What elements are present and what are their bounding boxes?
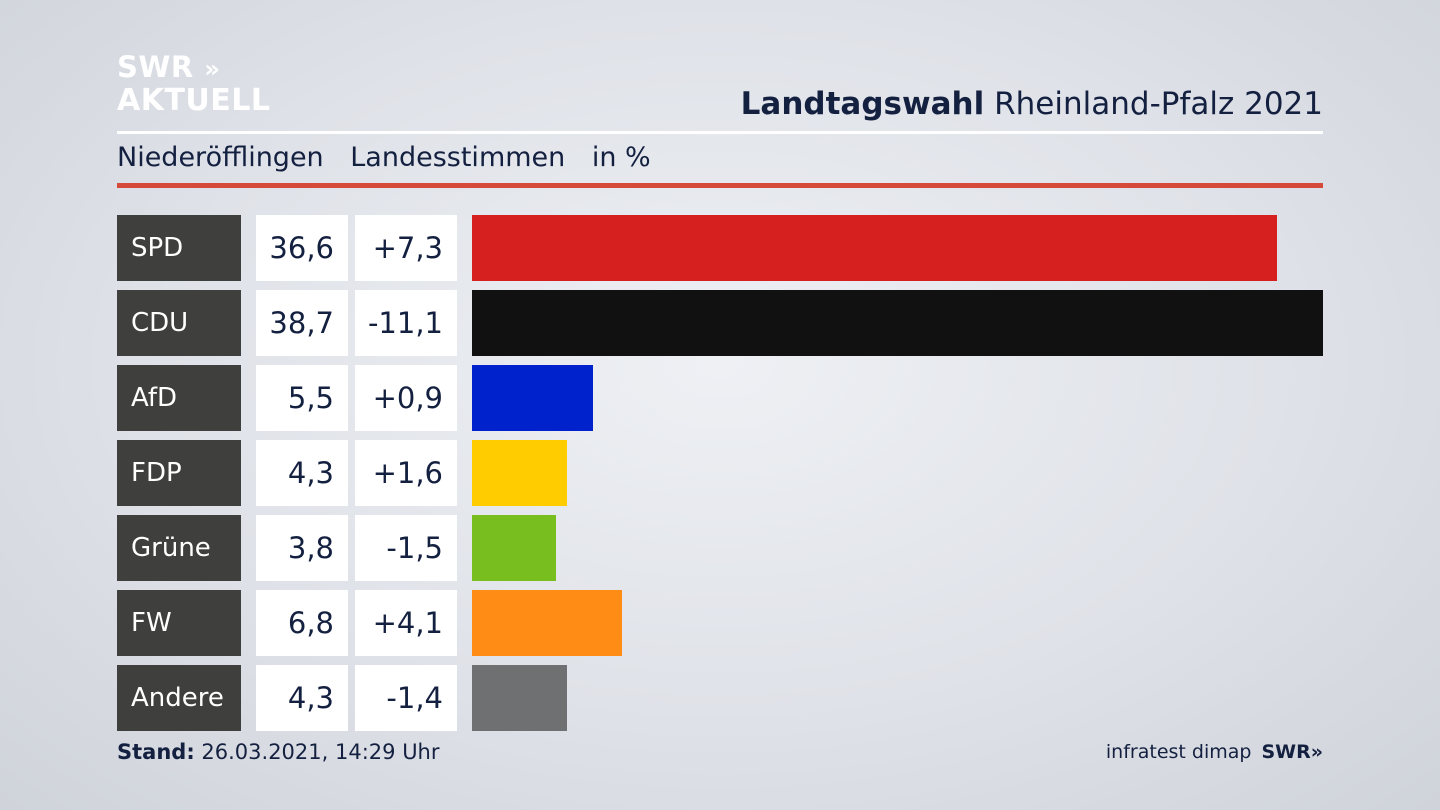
change-label: +4,1 <box>355 590 457 656</box>
party-row: FW 6,8 +4,1 <box>117 590 1323 656</box>
vote-share-label: 6,8 <box>256 590 348 656</box>
party-label: CDU <box>117 290 241 356</box>
party-row: FDP 4,3 +1,6 <box>117 440 1323 506</box>
bar-grüne <box>472 515 556 581</box>
bar-fw <box>472 590 622 656</box>
subtitle-place: Niederöfflingen <box>117 142 324 173</box>
swr-aktuell-logo: SWR » AKTUELL <box>117 50 271 118</box>
party-row: AfD 5,5 +0,9 <box>117 365 1323 431</box>
party-label: Andere <box>117 665 241 731</box>
change-label: +7,3 <box>355 215 457 281</box>
party-row: SPD 36,6 +7,3 <box>117 215 1323 281</box>
logo-chevrons: » <box>204 55 219 83</box>
vote-share-label: 5,5 <box>256 365 348 431</box>
stand-value: 26.03.2021, 14:29 Uhr <box>201 740 440 764</box>
party-label: Grüne <box>117 515 241 581</box>
vote-share-label: 3,8 <box>256 515 348 581</box>
logo-aktuell-text: AKTUELL <box>117 83 271 118</box>
bar-cdu <box>472 290 1323 356</box>
bar-fdp <box>472 440 567 506</box>
source-text: infratest dimap <box>1105 741 1252 763</box>
party-row: CDU 38,7 -11,1 <box>117 290 1323 356</box>
change-label: -11,1 <box>355 290 457 356</box>
bar-afd <box>472 365 593 431</box>
bar-andere <box>472 665 567 731</box>
vote-share-label: 36,6 <box>256 215 348 281</box>
title-bold: Landtagswahl <box>740 86 985 122</box>
vote-share-label: 4,3 <box>256 665 348 731</box>
timestamp: Stand: 26.03.2021, 14:29 Uhr <box>117 740 440 764</box>
party-label: SPD <box>117 215 241 281</box>
change-label: +0,9 <box>355 365 457 431</box>
subtitle-divider <box>117 183 1323 188</box>
party-label: FDP <box>117 440 241 506</box>
change-label: +1,6 <box>355 440 457 506</box>
bar-spd <box>472 215 1277 281</box>
party-row: Grüne 3,8 -1,5 <box>117 515 1323 581</box>
change-label: -1,4 <box>355 665 457 731</box>
chart-subtitle: Niederöfflingen Landesstimmen in % <box>117 142 669 173</box>
swr-brand-logo: SWR» <box>1261 741 1323 763</box>
subtitle-category: Landesstimmen <box>350 142 566 173</box>
logo-swr-text: SWR <box>117 50 194 84</box>
party-label: AfD <box>117 365 241 431</box>
party-label: FW <box>117 590 241 656</box>
stand-label: Stand: <box>117 740 195 764</box>
source-credit: infratest dimap SWR» <box>1106 741 1323 763</box>
vote-share-label: 4,3 <box>256 440 348 506</box>
change-label: -1,5 <box>355 515 457 581</box>
chart-title: Landtagswahl Rheinland-Pfalz 2021 <box>741 86 1323 122</box>
title-rest: Rheinland-Pfalz 2021 <box>994 86 1323 122</box>
header-divider <box>117 131 1323 134</box>
subtitle-unit: in % <box>591 142 651 173</box>
vote-share-label: 38,7 <box>256 290 348 356</box>
party-row: Andere 4,3 -1,4 <box>117 665 1323 731</box>
